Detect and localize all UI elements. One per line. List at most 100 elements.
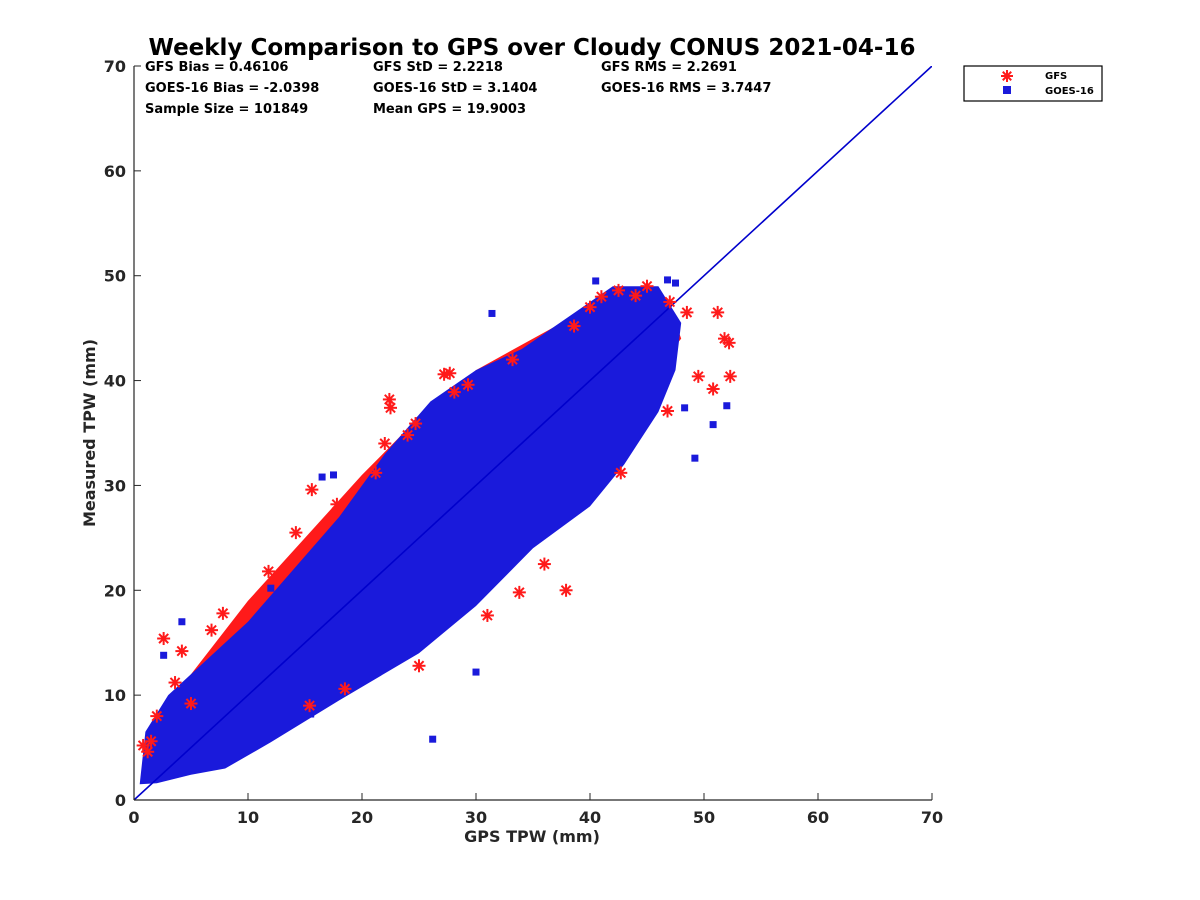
data-points: [136, 276, 737, 759]
legend-gfs-asterisk: [1001, 70, 1013, 82]
gfs-point: [640, 279, 654, 293]
stats-block: GFS Bias = 0.46106 GFS StD = 2.2218 GFS …: [145, 60, 771, 117]
goes-point: [472, 668, 480, 676]
goes-point: [330, 471, 337, 479]
gfs-point: [401, 428, 415, 442]
y-tick-label: 70: [104, 57, 126, 76]
gfs-point: [680, 305, 694, 319]
gfs-point: [305, 483, 319, 497]
gfs-point: [559, 583, 573, 597]
stat-goes-bias: GOES-16 Bias = -2.0398: [145, 81, 319, 96]
stat-goes-std: GOES-16 StD = 3.1404: [373, 81, 537, 96]
gfs-point: [512, 585, 526, 599]
stat-gfs-bias: GFS Bias = 0.46106: [145, 60, 288, 75]
y-axis-label: Measured TPW (mm): [80, 339, 99, 527]
gfs-point: [480, 608, 494, 622]
gfs-point: [594, 290, 608, 304]
goes-point: [160, 651, 168, 659]
y-tick-label: 30: [104, 476, 126, 495]
gfs-point: [150, 709, 164, 723]
gfs-point: [136, 738, 150, 752]
gfs-point: [289, 526, 303, 540]
gfs-point: [330, 497, 344, 511]
gfs-point: [382, 392, 396, 406]
gfs-point: [447, 385, 461, 399]
gfs-point: [184, 697, 198, 711]
gfs-point: [722, 336, 736, 350]
gfs-point: [612, 283, 625, 297]
gfs-point: [412, 659, 426, 673]
gfs-point: [706, 382, 720, 396]
x-tick-label: 50: [693, 808, 715, 827]
goes-point: [664, 276, 672, 284]
gfs-point: [175, 644, 189, 658]
gfs-point: [369, 466, 383, 480]
goes-point: [318, 473, 326, 481]
gfs-point: [583, 300, 597, 314]
gfs-point: [216, 606, 230, 620]
goes-point: [592, 277, 600, 285]
goes-point: [681, 404, 689, 412]
gfs-point: [461, 378, 475, 392]
stat-gfs-std: GFS StD = 2.2218: [373, 60, 503, 75]
stat-gfs-rms: GFS RMS = 2.2691: [601, 60, 737, 75]
goes-point: [429, 735, 437, 743]
gfs-point: [141, 745, 155, 759]
gfs-point: [303, 699, 317, 713]
x-tick-label: 60: [807, 808, 829, 827]
gfs-point: [157, 632, 171, 646]
gfs-point: [443, 366, 457, 380]
x-tick-label: 40: [579, 808, 601, 827]
goes-point: [672, 279, 679, 287]
gfs-point: [691, 369, 705, 383]
y-tick-label: 50: [104, 267, 126, 286]
gfs-point: [661, 404, 675, 418]
gfs-point: [663, 295, 677, 309]
gfs-point: [338, 682, 352, 696]
gfs-point: [262, 564, 276, 578]
gfs-point: [567, 319, 581, 333]
goes-point: [488, 309, 496, 317]
legend-goes-marker: [1003, 86, 1011, 94]
y-tick-label: 40: [104, 372, 126, 391]
x-tick-label: 30: [465, 808, 487, 827]
y-tick-label: 0: [115, 791, 126, 810]
gfs-point: [711, 305, 725, 319]
axis-ticks: 0 10 20 30 40 50 60 70 0 10 20 30 40 50 60 70: [104, 57, 943, 827]
goes-point: [691, 454, 699, 462]
gfs-point: [614, 466, 628, 480]
data-point-cloud: [139, 286, 682, 785]
gfs-point: [384, 401, 397, 415]
goes-point: [267, 584, 275, 592]
gfs-point: [505, 353, 519, 367]
x-tick-label: 20: [351, 808, 373, 827]
legend-gfs-marker: [1001, 70, 1013, 82]
stat-goes-rms: GOES-16 RMS = 3.7447: [601, 81, 771, 96]
one-to-one-line: [134, 66, 932, 800]
y-tick-label: 10: [104, 686, 126, 705]
x-tick-label: 10: [237, 808, 259, 827]
plot-axes: [133, 66, 932, 801]
gfs-point: [723, 369, 737, 383]
legend-box: [963, 65, 1103, 102]
gfs-point: [629, 289, 643, 303]
gfs-point: [168, 676, 182, 690]
goes-density-band: [139, 286, 682, 785]
x-axis-label: GPS TPW (mm): [464, 827, 600, 846]
legend: GFS GOES-16: [963, 65, 1103, 102]
gfs-point: [205, 623, 219, 637]
chart-title: Weekly Comparison to GPS over Cloudy CON…: [149, 35, 916, 61]
goes-point: [709, 421, 717, 429]
stat-mean-gps: Mean GPS = 19.9003: [373, 102, 526, 117]
legend-gfs-label: GFS: [1045, 71, 1067, 82]
legend-goes-label: GOES-16: [1045, 86, 1094, 97]
gfs-point: [378, 436, 392, 450]
x-tick-label: 0: [128, 808, 139, 827]
goes-point: [178, 618, 186, 626]
gfs-point: [537, 557, 551, 571]
gfs-point: [409, 417, 423, 431]
goes-point: [723, 402, 731, 410]
y-tick-label: 60: [104, 162, 126, 181]
goes-point: [307, 710, 315, 718]
